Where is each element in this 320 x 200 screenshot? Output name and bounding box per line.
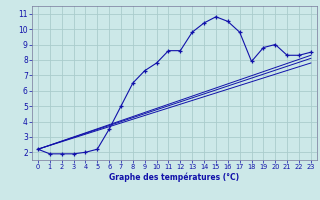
X-axis label: Graphe des températures (°C): Graphe des températures (°C): [109, 172, 239, 182]
